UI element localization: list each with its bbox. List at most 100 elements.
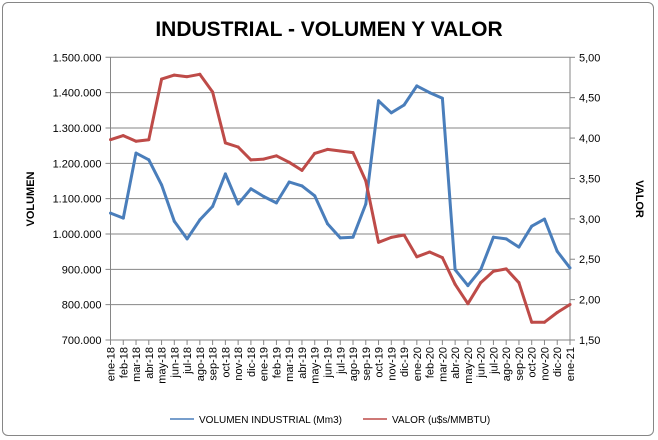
x-tick-label: may-19 — [310, 347, 322, 384]
data-point-volumen — [351, 235, 355, 239]
series-line-volumen — [109, 84, 572, 288]
data-point-volumen — [109, 211, 112, 215]
y-right-tick-label: 2,00 — [579, 295, 600, 307]
data-point-volumen — [530, 224, 534, 228]
data-point-volumen — [479, 268, 483, 272]
data-point-valor — [453, 282, 457, 286]
x-tick-label: oct-19 — [374, 347, 386, 378]
data-point-volumen — [211, 204, 215, 208]
y-left-tick-label: 800.000 — [62, 300, 102, 312]
x-tick-label: may-20 — [463, 347, 475, 384]
x-tick-label: jul-18 — [182, 347, 194, 375]
data-point-valor — [300, 168, 304, 172]
x-tick-label: dic-18 — [246, 347, 258, 377]
data-point-volumen — [134, 151, 138, 155]
y-right-tick-label: 4,50 — [579, 93, 600, 105]
data-point-valor — [517, 281, 521, 285]
x-tick-label: abr-18 — [144, 347, 156, 379]
data-point-valor — [172, 73, 176, 77]
data-point-volumen — [389, 111, 393, 115]
x-tick-label: sep-20 — [514, 347, 526, 381]
y-right-tick-label: 4,00 — [579, 133, 600, 145]
legend-label-valor: VALOR (u$s/MMBTU) — [392, 415, 490, 426]
y-left-tick-label: 1.200.000 — [53, 158, 102, 170]
data-point-volumen — [198, 218, 202, 222]
x-tick-label: oct-18 — [220, 347, 232, 378]
data-point-valor — [415, 255, 419, 259]
chart-title: INDUSTRIAL - VOLUMEN Y VALOR — [155, 18, 502, 41]
data-point-volumen — [555, 249, 559, 253]
data-point-valor — [568, 302, 572, 306]
data-point-volumen — [364, 202, 368, 206]
x-tick-label: dic-19 — [399, 347, 411, 377]
data-point-valor — [160, 77, 164, 81]
data-point-valor — [466, 302, 470, 306]
data-point-valor — [236, 145, 240, 149]
data-point-valor — [402, 233, 406, 237]
x-tick-label: jun-19 — [322, 347, 334, 379]
y-left-tick-label: 700.000 — [62, 335, 102, 347]
data-point-valor — [555, 311, 559, 315]
y-right-tick-label: 5,00 — [579, 52, 600, 64]
y-right-tick-label: 2,50 — [579, 254, 600, 266]
data-point-volumen — [453, 268, 457, 272]
data-point-volumen — [466, 284, 470, 288]
data-point-valor — [479, 281, 483, 285]
data-point-volumen — [172, 219, 176, 223]
x-tick-label: jul-20 — [488, 347, 500, 375]
x-tick-label: ago-20 — [501, 347, 513, 381]
data-point-valor — [223, 141, 227, 145]
x-tick-label: dic-20 — [552, 347, 564, 377]
data-point-valor — [504, 267, 508, 271]
data-point-valor — [274, 154, 278, 158]
data-point-valor — [338, 149, 342, 153]
y-left-tick-label: 1.100.000 — [53, 194, 102, 206]
y-axis-left-title: VOLUMEN — [25, 171, 37, 226]
x-tick-label: ene-19 — [259, 347, 271, 381]
data-point-volumen — [274, 201, 278, 205]
x-tick-label: nov-20 — [539, 347, 551, 381]
data-point-valor — [287, 160, 291, 164]
x-tick-label: nov-19 — [386, 347, 398, 381]
x-tick-label: jun-18 — [169, 347, 181, 379]
axes: 700.000 800.000 900.000 1.000.000 1.100.000 1… — [53, 52, 601, 383]
data-point-volumen — [300, 184, 304, 188]
data-point-valor — [389, 235, 393, 239]
data-point-volumen — [440, 96, 444, 100]
series-lines — [109, 72, 572, 324]
data-point-valor — [364, 179, 368, 183]
y-axis-right-title: VALOR — [633, 180, 645, 218]
data-point-valor — [313, 151, 317, 155]
data-point-volumen — [542, 217, 546, 221]
x-tick-label: feb-19 — [271, 347, 283, 378]
x-tick-label: ago-18 — [195, 347, 207, 381]
data-point-volumen — [121, 216, 125, 220]
x-tick-label: jun-20 — [476, 347, 488, 379]
y-left-tick-label: 1.000.000 — [53, 229, 102, 241]
data-point-volumen — [185, 237, 189, 241]
data-point-volumen — [236, 202, 240, 206]
data-point-volumen — [160, 183, 164, 187]
data-point-volumen — [262, 195, 266, 199]
data-point-volumen — [287, 180, 291, 184]
data-point-valor — [377, 240, 381, 244]
gridlines — [105, 56, 570, 341]
x-tick-label: ene-20 — [412, 347, 424, 381]
chart-frame — [2, 2, 654, 436]
legend: VOLUMEN INDUSTRIAL (Mm3) VALOR (u$s/MMBT… — [170, 415, 490, 426]
data-point-valor — [428, 250, 432, 254]
y-right-tick-label: 3,00 — [579, 214, 600, 226]
x-tick-label: oct-20 — [527, 347, 539, 378]
data-point-volumen — [517, 245, 521, 249]
data-point-volumen — [568, 266, 572, 270]
data-point-volumen — [504, 237, 508, 241]
data-point-volumen — [415, 84, 419, 88]
data-point-valor — [325, 147, 329, 151]
data-point-volumen — [249, 187, 253, 191]
data-point-valor — [185, 75, 189, 79]
x-tick-label: abr-20 — [450, 347, 462, 379]
x-tick-label: abr-19 — [297, 347, 309, 379]
data-point-volumen — [325, 222, 329, 226]
data-point-valor — [351, 151, 355, 155]
